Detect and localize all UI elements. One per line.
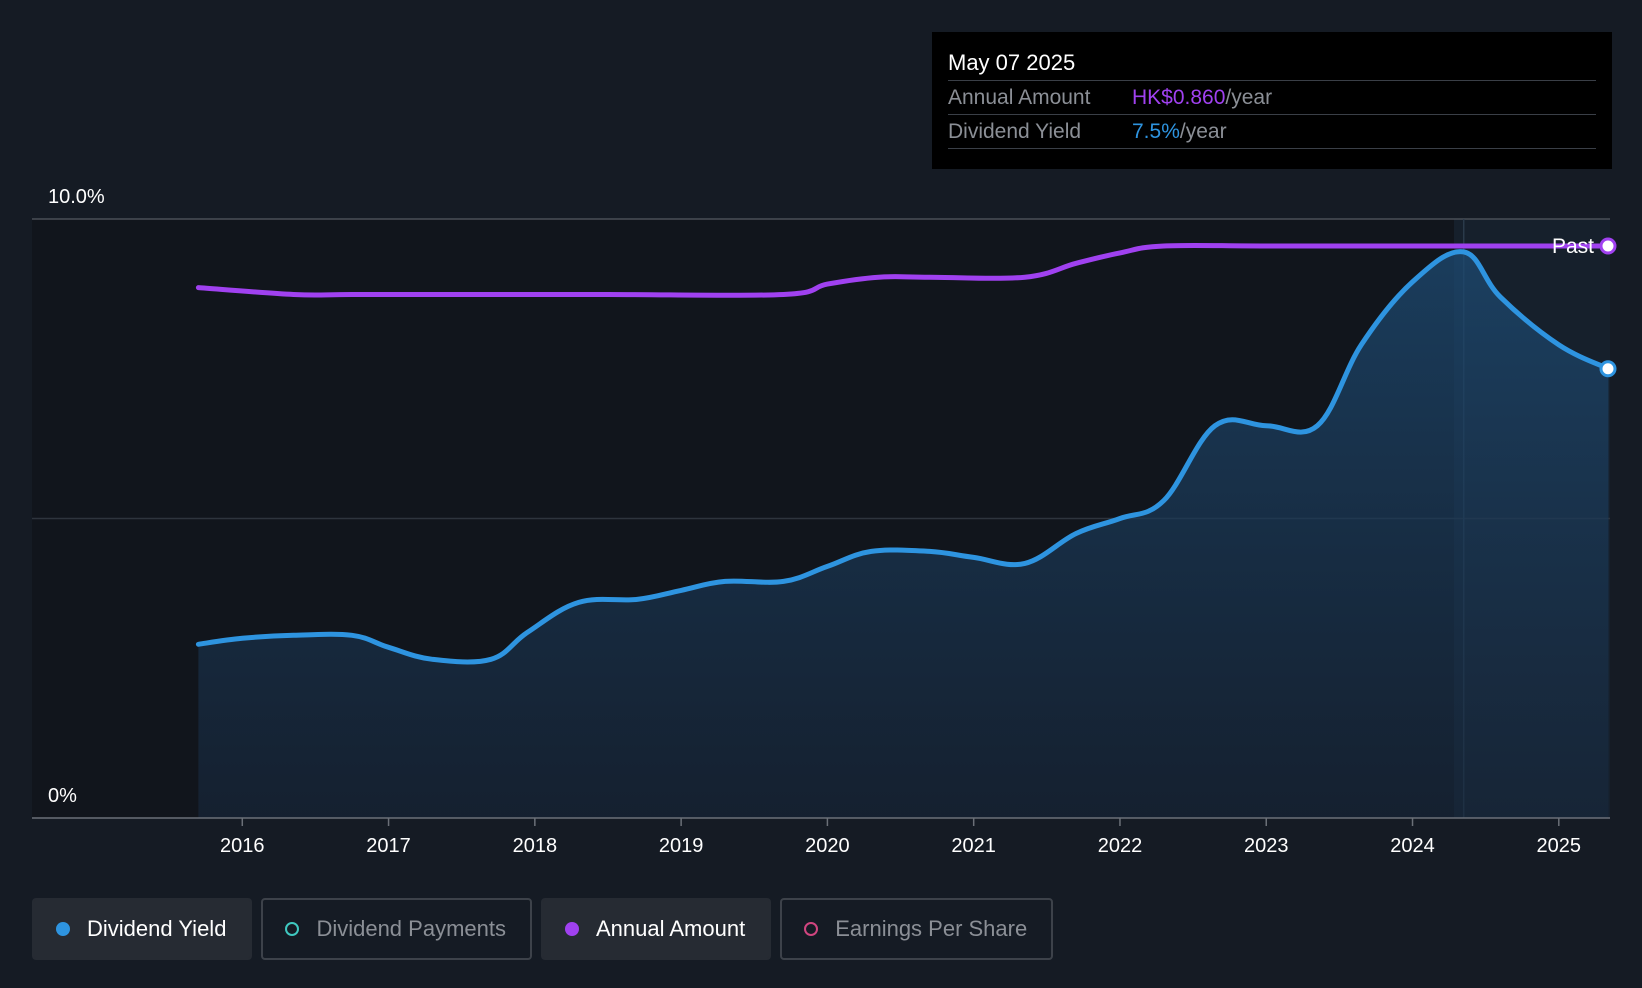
- legend-item-annual-amount[interactable]: Annual Amount: [540, 898, 772, 960]
- tooltip-label: Dividend Yield: [948, 120, 1082, 143]
- x-tick-label: 2019: [659, 835, 704, 857]
- tooltip-label: Annual Amount: [948, 86, 1091, 109]
- x-tick-label: 2021: [951, 835, 996, 857]
- tooltip-date: May 07 2025: [948, 50, 1076, 75]
- y-tick-label: 10.0%: [48, 186, 105, 208]
- legend-dot-icon: [56, 922, 70, 936]
- x-tick-label: 2018: [513, 835, 558, 857]
- legend-label: Annual Amount: [595, 916, 746, 941]
- x-tick-label: 2024: [1390, 835, 1435, 857]
- x-tick-label: 2016: [220, 835, 265, 857]
- legend-dot-icon: [285, 922, 300, 936]
- y-tick-label: 0%: [48, 785, 77, 807]
- legend-dot-icon: [564, 922, 579, 936]
- x-tick-label: 2023: [1244, 835, 1289, 857]
- legend-label: Dividend Yield: [87, 916, 227, 941]
- tooltip: May 07 2025 Annual Amount HK$0.860 /year…: [932, 32, 1612, 169]
- x-tick-label: 2020: [805, 835, 850, 857]
- dividend-yield-area: [198, 251, 1609, 819]
- legend-dot-icon: [804, 922, 819, 936]
- tooltip-unit: /year: [1179, 120, 1227, 143]
- dividend-yield-line: [195, 249, 1611, 665]
- dividend-yield-end-marker: [1599, 360, 1617, 378]
- legend-item-dividend-yield[interactable]: Dividend Yield: [32, 898, 253, 960]
- tooltip-row-annual-amount: Annual Amount HK$0.860 /year: [948, 80, 1596, 114]
- past-label: Past: [1552, 235, 1594, 258]
- tooltip-unit: /year: [1225, 86, 1273, 109]
- x-tick-label: 2025: [1537, 835, 1582, 857]
- legend-label: Dividend Payments: [316, 916, 506, 941]
- x-tick-label: 2017: [366, 835, 411, 857]
- tooltip-value: 7.5%: [1132, 120, 1180, 143]
- annual-amount-end-marker: [1599, 237, 1617, 255]
- tooltip-row-dividend-yield: Dividend Yield 7.5% /year: [948, 114, 1596, 149]
- annual-amount-line: [195, 242, 1611, 298]
- tooltip-value: HK$0.860: [1132, 86, 1226, 109]
- legend-item-earnings-per-share[interactable]: Earnings Per Share: [780, 898, 1054, 960]
- legend-item-dividend-payments[interactable]: Dividend Payments: [261, 898, 532, 960]
- legend: Dividend Yield Dividend Payments Annual …: [32, 898, 1054, 960]
- x-tick-label: 2022: [1098, 835, 1143, 857]
- legend-label: Earnings Per Share: [835, 916, 1028, 941]
